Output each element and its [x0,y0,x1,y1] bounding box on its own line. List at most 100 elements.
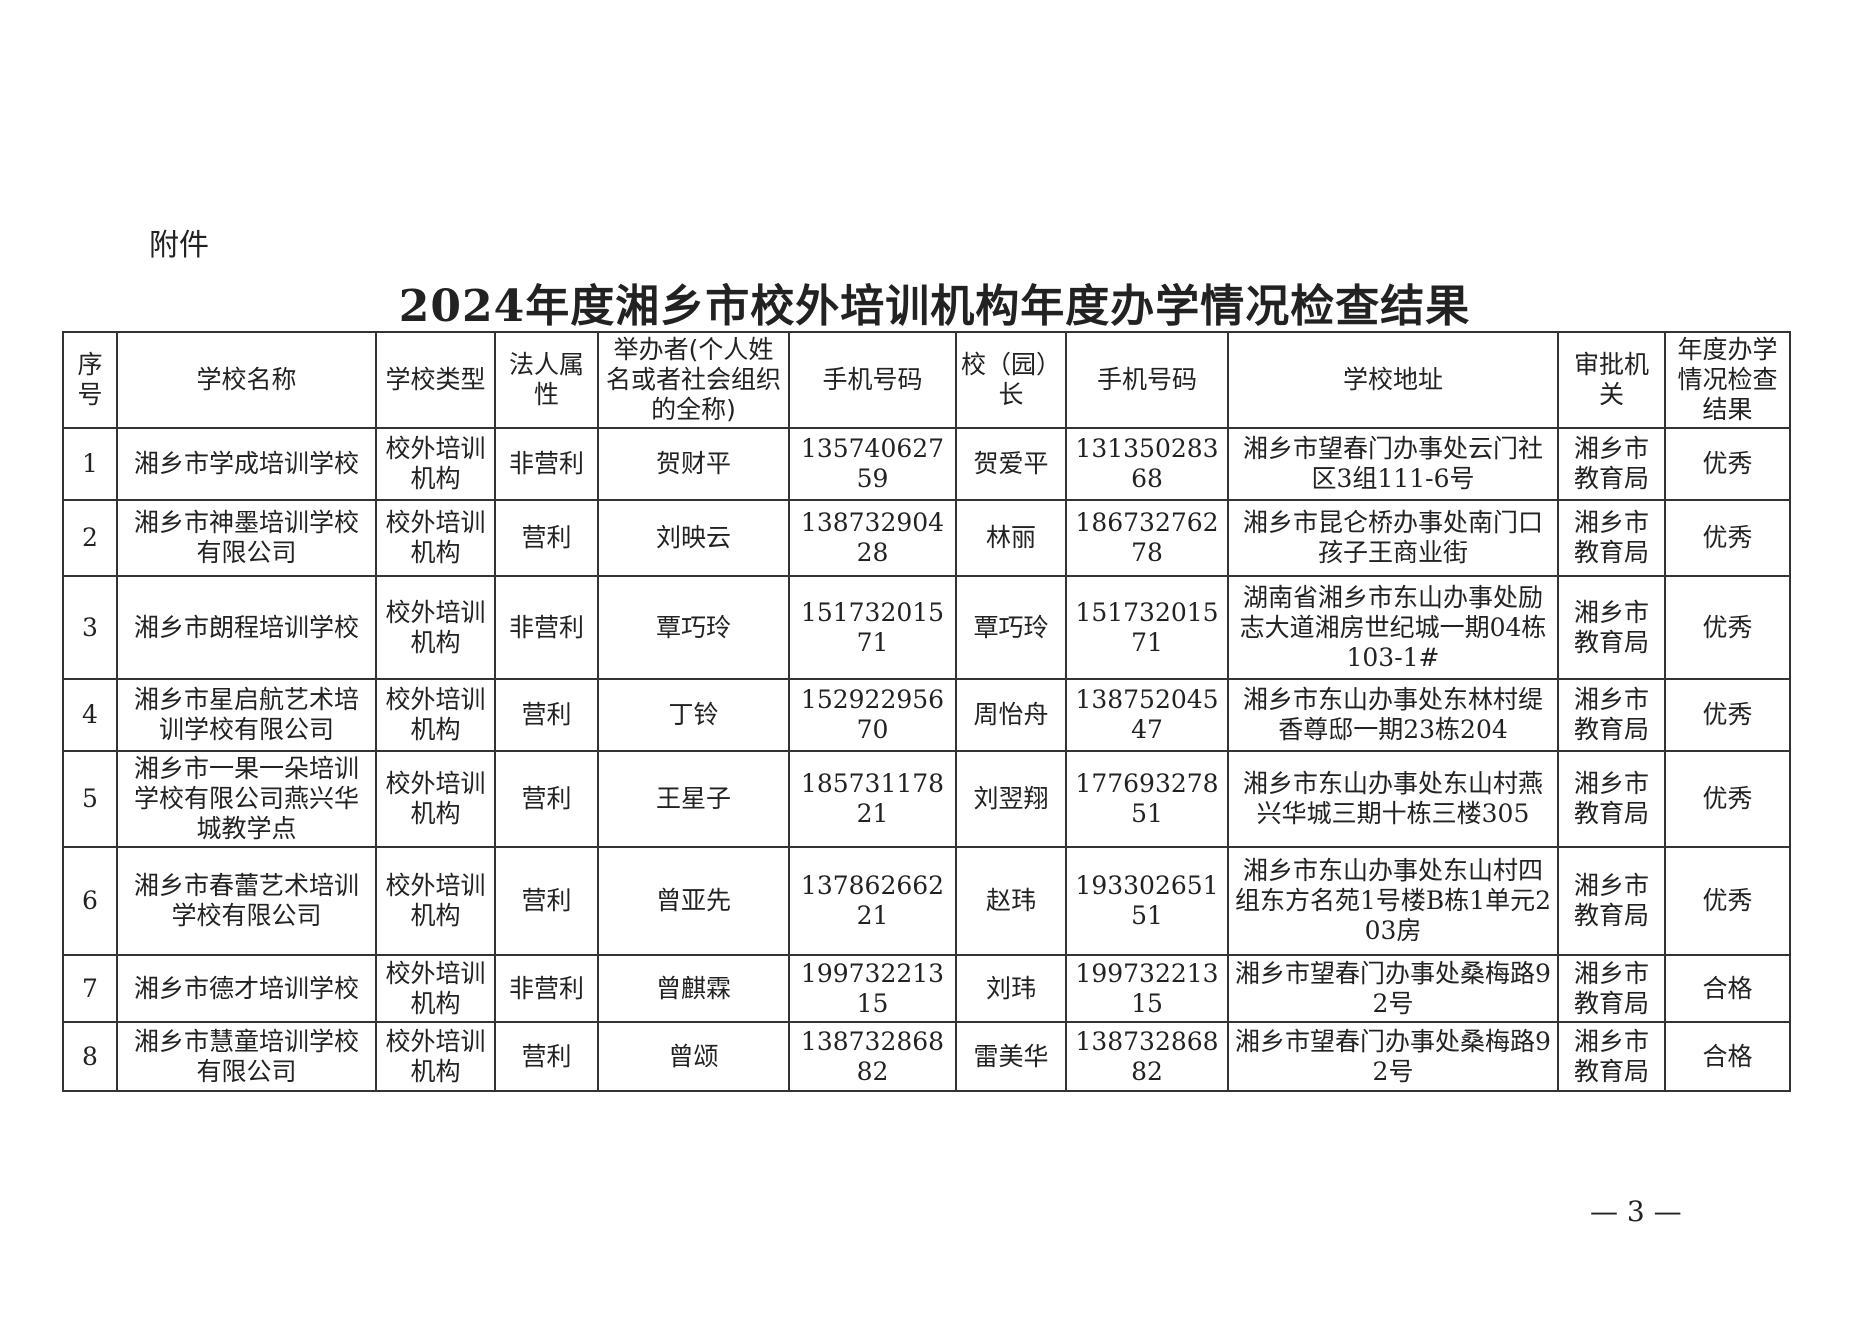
cell-school-type: 校外培训机构 [375,678,496,752]
cell-school-name: 湘乡市学成培训学校 [116,427,377,501]
cell-inspection-result: 优秀 [1664,846,1791,956]
header-school-type: 学校类型 [375,331,496,429]
header-inspection-result: 年度办学情况检查结果 [1664,331,1791,429]
cell-index: 1 [62,427,118,501]
results-table: 序号 学校名称 学校类型 法人属性 举办者(个人姓名或者社会组织的全称) 手机号码 校（园）… [62,331,1791,1092]
cell-legal-nature: 非营利 [494,575,599,680]
cell-school-name: 湘乡市一果一朵培训学校有限公司燕兴华城教学点 [116,750,377,848]
cell-school-name: 湘乡市春蕾艺术培训学校有限公司 [116,846,377,956]
cell-organizer-phone: 13873290428 [788,499,957,577]
cell-approval-authority: 湘乡市教育局 [1557,499,1666,577]
cell-index: 8 [62,1021,118,1092]
cell-address: 湘乡市东山办事处东林村缇香尊邸一期23栋204 [1227,678,1559,752]
cell-legal-nature: 营利 [494,678,599,752]
cell-school-type: 校外培训机构 [375,954,496,1023]
cell-index: 6 [62,846,118,956]
cell-organizer-phone: 13873286882 [788,1021,957,1092]
cell-principal-phone: 13135028368 [1065,427,1229,501]
cell-organizer: 曾颂 [597,1021,790,1092]
table-row: 8 湘乡市慧童培训学校有限公司 校外培训机构 营利 曾颂 13873286882 雷美华 13… [62,1021,1791,1092]
cell-principal-phone: 19973221315 [1065,954,1229,1023]
header-principal: 校（园）长 [955,331,1067,429]
header-organizer: 举办者(个人姓名或者社会组织的全称) [597,331,790,429]
cell-inspection-result: 合格 [1664,1021,1791,1092]
cell-inspection-result: 合格 [1664,954,1791,1023]
cell-legal-nature: 营利 [494,846,599,956]
cell-approval-authority: 湘乡市教育局 [1557,1021,1666,1092]
cell-address: 湘乡市望春门办事处云门社区3组111-6号 [1227,427,1559,501]
cell-organizer: 曾麒霖 [597,954,790,1023]
cell-organizer-phone: 19973221315 [788,954,957,1023]
document-title: 2024年度湘乡市校外培训机构年度办学情况检查结果 [398,281,1471,332]
cell-approval-authority: 湘乡市教育局 [1557,750,1666,848]
cell-principal-phone: 19330265151 [1065,846,1229,956]
cell-organizer: 贺财平 [597,427,790,501]
cell-organizer: 王星子 [597,750,790,848]
cell-approval-authority: 湘乡市教育局 [1557,575,1666,680]
cell-approval-authority: 湘乡市教育局 [1557,678,1666,752]
cell-school-type: 校外培训机构 [375,750,496,848]
header-legal-nature: 法人属性 [494,331,599,429]
header-school-name: 学校名称 [116,331,377,429]
cell-address: 湘乡市望春门办事处桑梅路92号 [1227,954,1559,1023]
cell-principal-phone: 15173201571 [1065,575,1229,680]
cell-inspection-result: 优秀 [1664,750,1791,848]
attachment-label: 附件 [149,228,209,263]
cell-index: 7 [62,954,118,1023]
cell-principal-phone: 18673276278 [1065,499,1229,577]
table-row: 2 湘乡市神墨培训学校有限公司 校外培训机构 营利 刘映云 13873290428 林丽 18… [62,499,1791,577]
cell-school-type: 校外培训机构 [375,575,496,680]
cell-school-type: 校外培训机构 [375,499,496,577]
cell-inspection-result: 优秀 [1664,499,1791,577]
table-row: 5 湘乡市一果一朵培训学校有限公司燕兴华城教学点 校外培训机构 营利 王星子 185731… [62,750,1791,848]
cell-school-type: 校外培训机构 [375,427,496,501]
cell-school-name: 湘乡市德才培训学校 [116,954,377,1023]
header-index: 序号 [62,331,118,429]
cell-principal: 刘翌翔 [955,750,1067,848]
cell-organizer: 覃巧玲 [597,575,790,680]
cell-inspection-result: 优秀 [1664,678,1791,752]
cell-school-name: 湘乡市神墨培训学校有限公司 [116,499,377,577]
cell-address: 湘乡市东山办事处东山村燕兴华城三期十栋三楼305 [1227,750,1559,848]
cell-school-name: 湘乡市慧童培训学校有限公司 [116,1021,377,1092]
cell-index: 3 [62,575,118,680]
cell-principal-phone: 13875204547 [1065,678,1229,752]
header-principal-phone: 手机号码 [1065,331,1229,429]
cell-index: 2 [62,499,118,577]
table-row: 6 湘乡市春蕾艺术培训学校有限公司 校外培训机构 营利 曾亚先 13786266221 赵玮… [62,846,1791,956]
cell-organizer-phone: 15292295670 [788,678,957,752]
cell-legal-nature: 营利 [494,499,599,577]
cell-address: 湘乡市东山办事处东山村四组东方名苑1号楼B栋1单元203房 [1227,846,1559,956]
header-organizer-phone: 手机号码 [788,331,957,429]
cell-school-type: 校外培训机构 [375,846,496,956]
cell-principal: 覃巧玲 [955,575,1067,680]
cell-address: 湘乡市昆仑桥办事处南门口孩子王商业街 [1227,499,1559,577]
cell-school-type: 校外培训机构 [375,1021,496,1092]
cell-organizer: 曾亚先 [597,846,790,956]
cell-index: 5 [62,750,118,848]
cell-principal: 周怡舟 [955,678,1067,752]
cell-address: 湖南省湘乡市东山办事处励志大道湘房世纪城一期04栋103-1# [1227,575,1559,680]
cell-approval-authority: 湘乡市教育局 [1557,427,1666,501]
cell-principal: 雷美华 [955,1021,1067,1092]
cell-principal: 贺爱平 [955,427,1067,501]
cell-legal-nature: 营利 [494,750,599,848]
header-approval-authority: 审批机关 [1557,331,1666,429]
cell-principal-phone: 17769327851 [1065,750,1229,848]
cell-approval-authority: 湘乡市教育局 [1557,846,1666,956]
cell-principal: 林丽 [955,499,1067,577]
cell-organizer-phone: 13574062759 [788,427,957,501]
cell-legal-nature: 非营利 [494,427,599,501]
cell-school-name: 湘乡市朗程培训学校 [116,575,377,680]
cell-address: 湘乡市望春门办事处桑梅路92号 [1227,1021,1559,1092]
cell-inspection-result: 优秀 [1664,575,1791,680]
cell-organizer-phone: 18573117821 [788,750,957,848]
cell-organizer: 刘映云 [597,499,790,577]
table-row: 3 湘乡市朗程培训学校 校外培训机构 非营利 覃巧玲 15173201571 覃巧玲 1517… [62,575,1791,680]
table-header-row: 序号 学校名称 学校类型 法人属性 举办者(个人姓名或者社会组织的全称) 手机号码 校（园）… [62,331,1791,429]
cell-organizer-phone: 13786266221 [788,846,957,956]
cell-index: 4 [62,678,118,752]
page-number: — 3 — [1590,1195,1682,1228]
cell-school-name: 湘乡市星启航艺术培训学校有限公司 [116,678,377,752]
cell-approval-authority: 湘乡市教育局 [1557,954,1666,1023]
